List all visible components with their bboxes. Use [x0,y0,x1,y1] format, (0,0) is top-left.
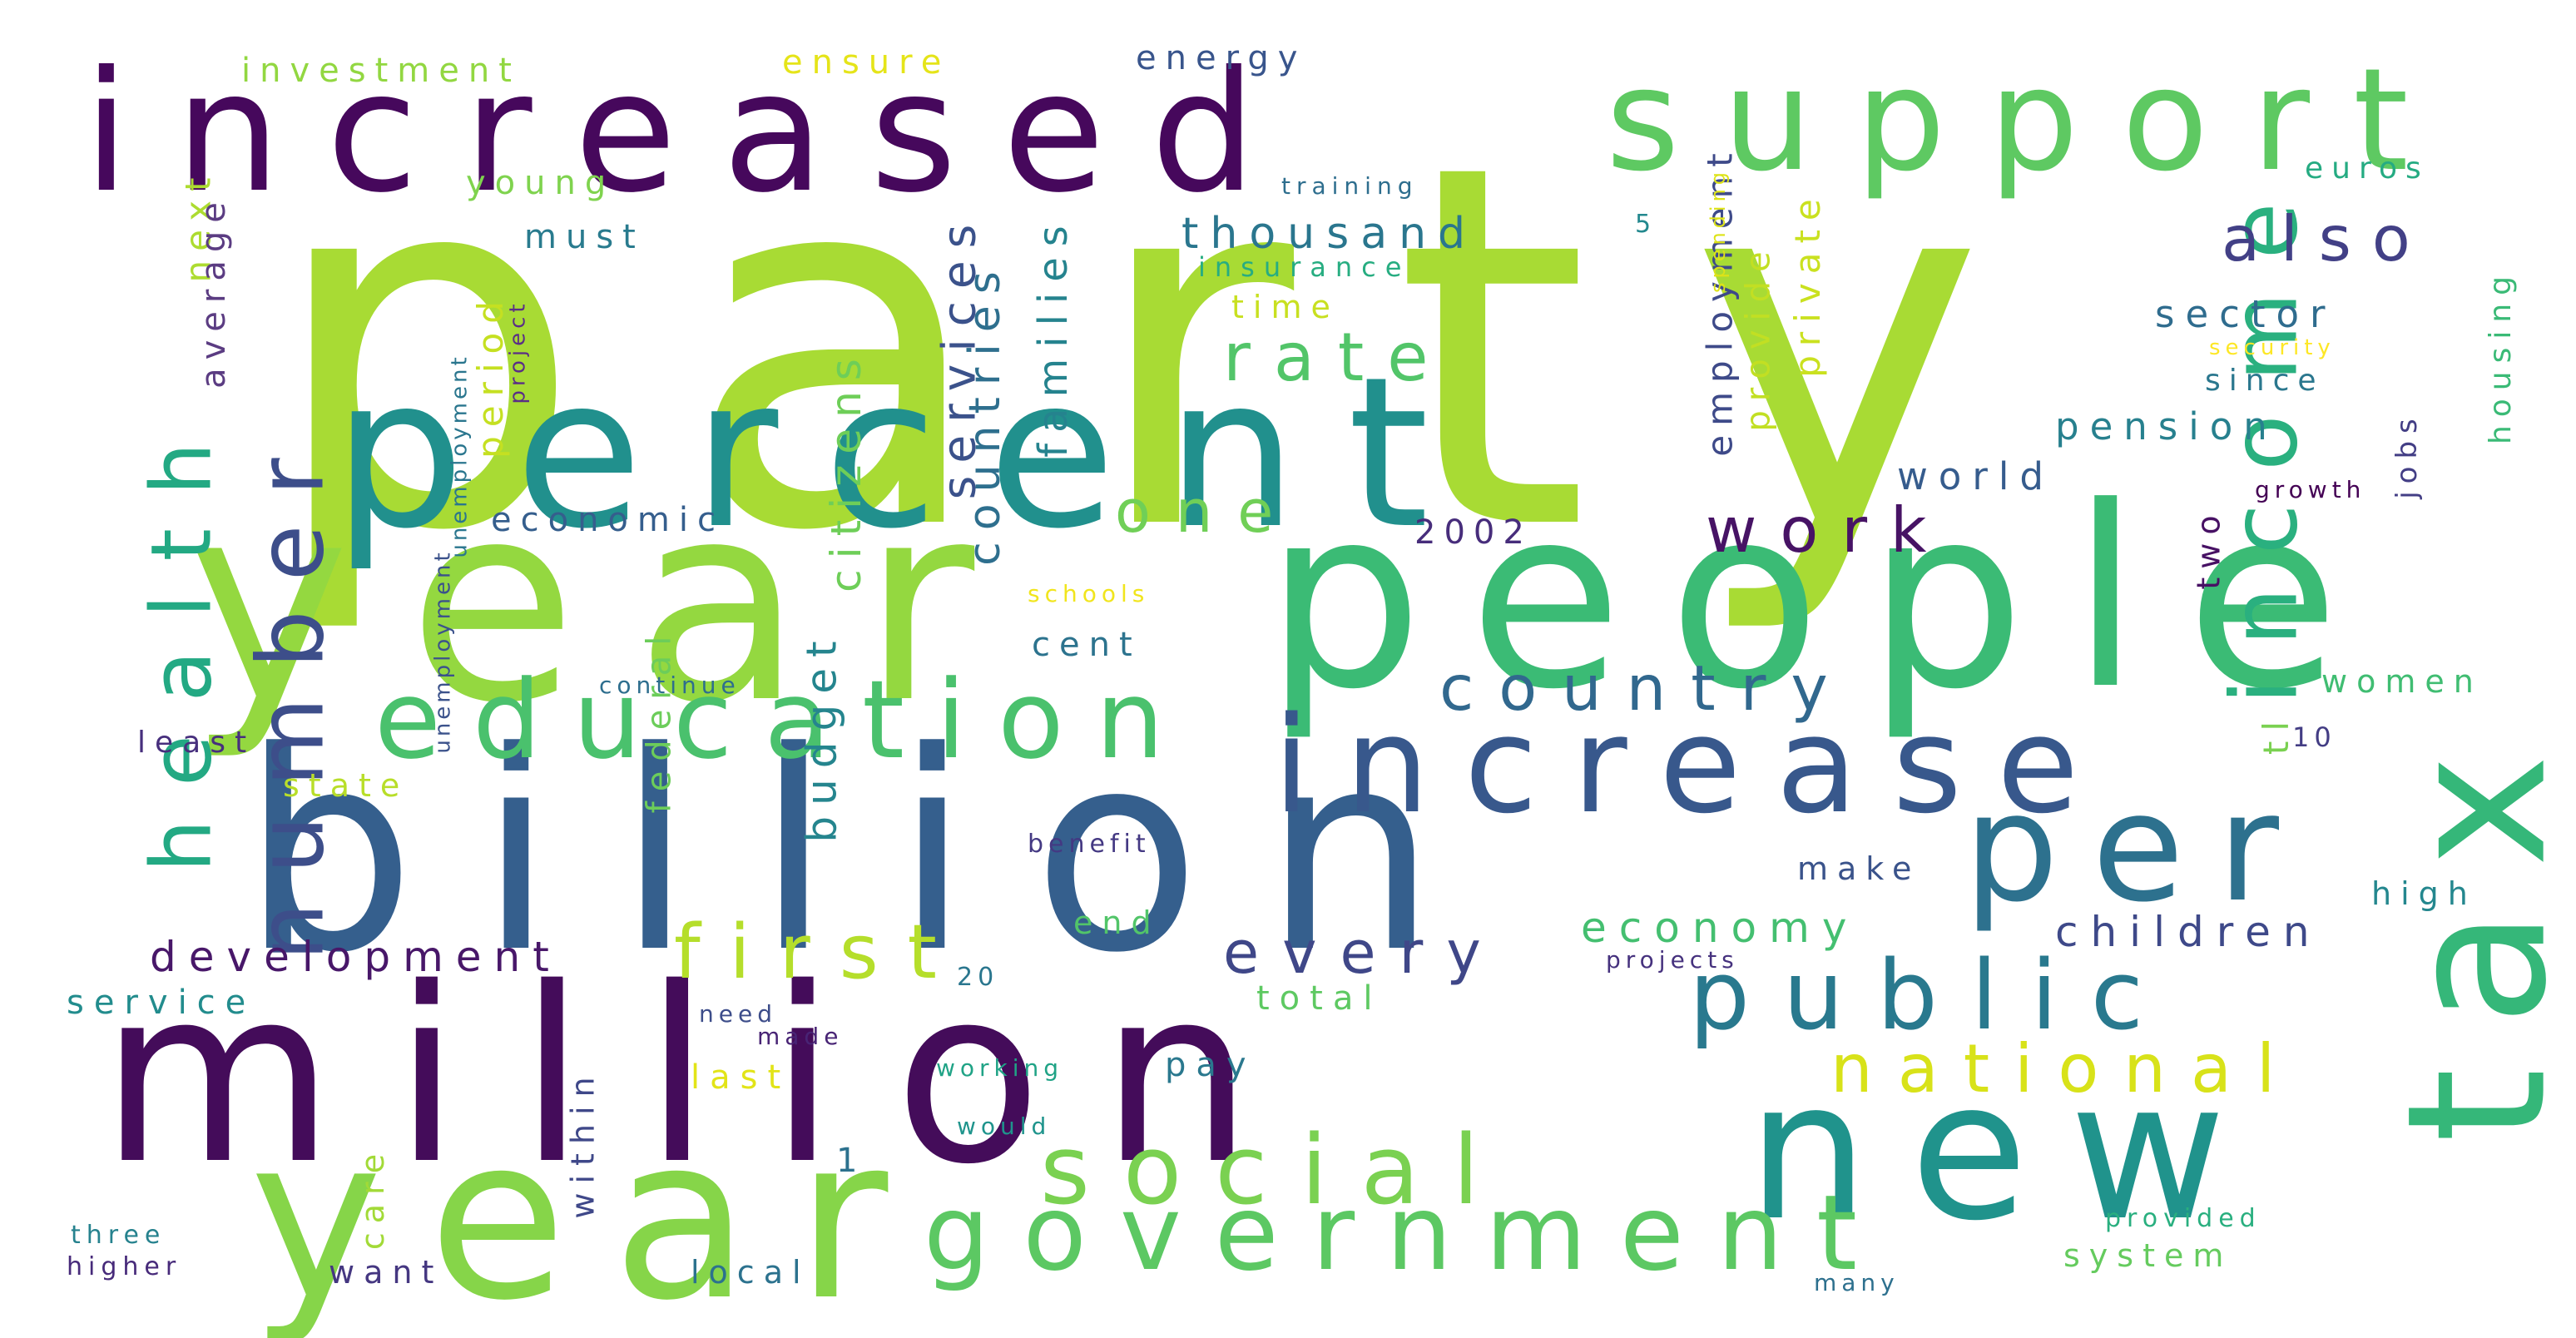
word: must [524,218,645,256]
word: 10 [2292,721,2336,753]
word: increased [83,36,1302,230]
word: spending [1707,167,1731,294]
word: 5 [1635,210,1657,239]
word: training [1281,172,1419,200]
word: benefit [1028,830,1151,859]
word: last [691,1058,791,1097]
word: high [2371,875,2477,912]
word: total [1256,979,1383,1018]
word: increase [1273,687,2114,843]
word: economic [491,501,725,539]
word: housing [2484,267,2519,445]
word: three [71,1221,166,1250]
word: state [283,767,409,804]
word: need [699,1000,777,1028]
word: many [1814,1269,1900,1296]
word: women [2321,663,2483,700]
word: least [137,726,256,760]
word: young [466,164,616,202]
word: support [1606,38,2452,203]
word: percent [333,332,1479,574]
word: make [1797,850,1921,887]
word: period [469,292,511,458]
word: year [187,444,1033,763]
word: system [2063,1237,2233,1274]
word: number [237,429,344,961]
word: social [1040,1115,1513,1226]
word: development [150,933,562,981]
word: tax [2366,712,2576,1143]
word: work [1706,493,1950,567]
word: working [936,1054,1064,1082]
word: pension [2055,404,2278,448]
word: end [1073,904,1161,941]
word: every [1223,919,1504,987]
word: euros [2305,151,2430,186]
word: health [132,409,230,873]
word: higher [67,1252,182,1281]
word: 20 [957,963,999,992]
word: budget [797,630,846,843]
word: party [266,58,2085,640]
word: new [1747,1041,2268,1263]
word: national [1830,1030,2301,1108]
word: million [100,937,1312,1217]
word: federal [640,626,679,814]
word: also [2222,202,2431,275]
word: per [1964,761,2313,935]
word: project [505,300,531,404]
word: world [1897,454,2054,498]
word: government [924,1173,1891,1294]
word: ensure [782,43,951,82]
word: economy [1581,904,1860,952]
word: energy [1136,39,1307,77]
word: growth [2255,476,2366,503]
word: rate [1223,319,1452,396]
word: within [564,1068,602,1219]
word: first [674,909,966,996]
word: service [67,984,256,1022]
word: made [757,1023,844,1050]
word: countries [959,260,1010,566]
word: local [691,1254,810,1291]
word: one [1115,478,1299,546]
word: country [1439,652,1853,725]
word: 2002 [1414,513,1533,552]
word: investment [241,52,521,90]
word: care [354,1144,392,1251]
word: two [2190,507,2227,590]
word: year [250,1088,934,1338]
word: provided [2105,1204,2261,1233]
word: sector [2155,292,2336,336]
word: security [2209,335,2336,360]
word: unemployment [447,354,473,558]
word: pay [1165,1046,1256,1084]
word: billion [241,693,1500,1013]
word: 1 [836,1142,863,1180]
word: time [1231,289,1340,325]
word: unemployment [430,549,456,754]
word: thousand [1181,209,1478,259]
word: schools [1028,580,1150,607]
word: citizens [821,348,870,592]
word: children [2055,908,2322,956]
word: would [957,1113,1052,1140]
word: people [1265,453,2385,744]
word: tl [2256,711,2297,756]
word: continue [599,671,741,699]
word: public [1689,940,2177,1052]
word: average [194,194,233,389]
word: cent [1032,626,1142,664]
word: projects [1606,946,1739,974]
word: insurance [1198,251,1411,283]
word: since [2205,364,2325,398]
word: families [1029,215,1077,458]
word: private [1786,190,1828,378]
word: education [374,657,1196,783]
word: jobs [2390,411,2424,499]
word: provide [1739,242,1778,432]
word: want [329,1254,443,1291]
